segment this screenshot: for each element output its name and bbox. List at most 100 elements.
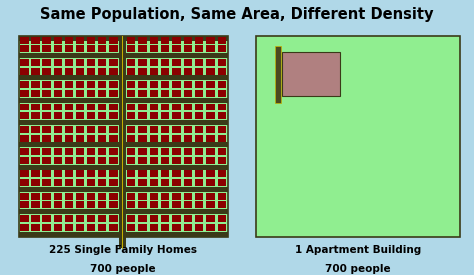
Bar <box>206 37 215 43</box>
Bar <box>31 179 40 186</box>
Bar <box>172 126 181 133</box>
Bar <box>138 215 147 222</box>
Bar <box>149 157 158 164</box>
Bar <box>172 37 181 43</box>
Bar <box>183 179 192 186</box>
Bar <box>19 53 228 58</box>
Bar <box>161 81 170 88</box>
Text: 225 Single Family Homes: 225 Single Family Homes <box>49 245 197 255</box>
Bar <box>183 134 192 142</box>
Bar <box>161 215 170 222</box>
Bar <box>161 193 170 200</box>
Bar <box>138 157 147 164</box>
Bar <box>64 112 73 119</box>
Bar <box>64 202 73 208</box>
Bar <box>109 112 118 119</box>
Bar <box>183 148 192 155</box>
Bar <box>43 193 51 200</box>
Bar <box>109 126 118 133</box>
Bar <box>161 157 170 164</box>
Bar <box>19 36 228 236</box>
Bar <box>206 68 215 75</box>
Bar <box>87 112 95 119</box>
Bar <box>149 37 158 43</box>
Bar <box>20 59 29 66</box>
Bar <box>54 37 62 43</box>
Bar <box>19 165 228 170</box>
Bar <box>172 112 181 119</box>
Bar <box>127 37 136 43</box>
Bar <box>149 202 158 208</box>
Bar <box>98 224 107 231</box>
Bar <box>138 170 147 177</box>
Bar <box>127 134 136 142</box>
Bar <box>138 193 147 200</box>
Bar <box>64 224 73 231</box>
Bar <box>206 81 215 88</box>
Bar <box>76 37 84 43</box>
Bar <box>218 45 226 52</box>
Bar <box>19 75 228 80</box>
Bar <box>161 90 170 97</box>
Bar <box>161 59 170 66</box>
Bar <box>195 157 203 164</box>
Bar <box>195 103 203 111</box>
Bar <box>109 45 118 52</box>
Bar <box>161 134 170 142</box>
Bar <box>87 81 95 88</box>
Bar <box>31 37 40 43</box>
Bar <box>127 90 136 97</box>
Bar <box>218 90 226 97</box>
Bar <box>87 202 95 208</box>
Bar <box>87 193 95 200</box>
Bar <box>206 103 215 111</box>
Bar <box>127 170 136 177</box>
Bar <box>98 202 107 208</box>
Bar <box>54 215 62 222</box>
Bar <box>161 179 170 186</box>
Bar <box>109 224 118 231</box>
Bar <box>218 134 226 142</box>
Bar <box>183 68 192 75</box>
Bar <box>31 112 40 119</box>
Bar <box>149 90 158 97</box>
Bar <box>149 59 158 66</box>
Bar <box>149 193 158 200</box>
Bar <box>20 170 29 177</box>
Bar <box>127 202 136 208</box>
Bar <box>195 112 203 119</box>
Bar <box>138 90 147 97</box>
Bar <box>98 68 107 75</box>
Bar <box>206 90 215 97</box>
Bar <box>87 179 95 186</box>
Bar <box>54 90 62 97</box>
Bar <box>54 126 62 133</box>
Bar <box>149 224 158 231</box>
Bar <box>149 126 158 133</box>
Bar <box>98 90 107 97</box>
Bar <box>76 134 84 142</box>
Bar <box>161 45 170 52</box>
Bar <box>172 202 181 208</box>
Bar <box>172 90 181 97</box>
Bar <box>183 126 192 133</box>
Bar <box>43 224 51 231</box>
Bar <box>206 215 215 222</box>
Bar <box>43 37 51 43</box>
Bar <box>76 103 84 111</box>
Bar <box>20 103 29 111</box>
Bar <box>76 202 84 208</box>
Bar <box>54 224 62 231</box>
Bar <box>138 45 147 52</box>
Bar <box>172 148 181 155</box>
Bar <box>138 134 147 142</box>
Bar <box>19 98 228 103</box>
Bar <box>54 81 62 88</box>
Bar <box>20 90 29 97</box>
Bar <box>138 81 147 88</box>
Bar <box>206 134 215 142</box>
Bar <box>64 193 73 200</box>
Bar <box>31 81 40 88</box>
Text: 700 people: 700 people <box>91 264 156 274</box>
Bar <box>87 59 95 66</box>
